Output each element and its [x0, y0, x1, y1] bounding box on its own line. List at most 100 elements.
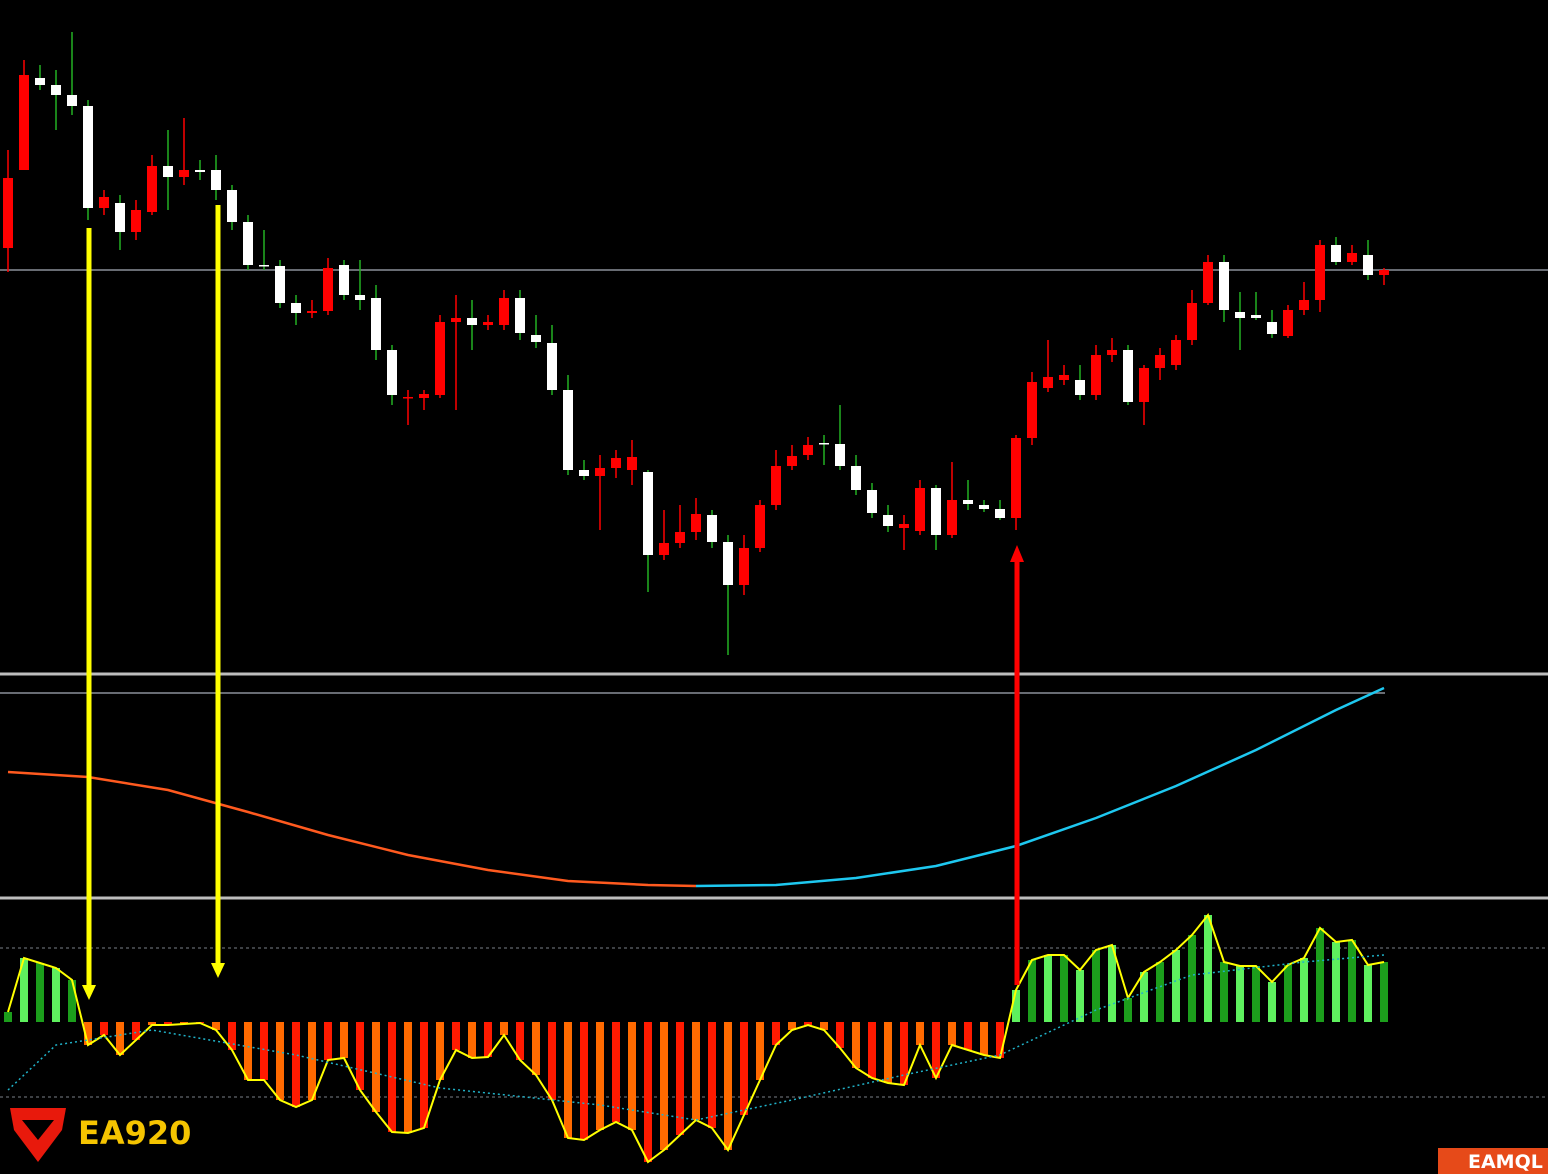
candle-body: [1027, 382, 1037, 438]
candle-body: [803, 445, 813, 455]
candle-body: [723, 542, 733, 585]
histogram-bar: [1268, 982, 1276, 1022]
candle-body: [323, 268, 333, 311]
histogram-bar: [516, 1022, 524, 1060]
histogram-bar: [324, 1022, 332, 1060]
candle-body: [739, 548, 749, 585]
histogram-bar: [676, 1022, 684, 1135]
histogram-bar: [84, 1022, 92, 1045]
candle-body: [531, 335, 541, 342]
histogram-bar: [564, 1022, 572, 1138]
candle-body: [1107, 350, 1117, 355]
histogram-bar: [820, 1022, 828, 1030]
histogram-bar: [1236, 966, 1244, 1022]
histogram-bar: [772, 1022, 780, 1045]
logo-icon-inner: [22, 1120, 54, 1140]
candle-body: [979, 505, 989, 509]
histogram-bar: [948, 1022, 956, 1045]
histogram-bar: [1012, 990, 1020, 1022]
candle-body: [755, 505, 765, 548]
candle-body: [963, 500, 973, 504]
candle-body: [1363, 255, 1373, 275]
arrow-head: [211, 963, 225, 978]
histogram-bar: [404, 1022, 412, 1133]
histogram-bar: [68, 980, 76, 1022]
histogram-bar: [580, 1022, 588, 1140]
histogram-bar: [804, 1022, 812, 1025]
candle-body: [131, 210, 141, 232]
histogram-bar: [212, 1022, 220, 1030]
histogram-bar: [756, 1022, 764, 1080]
candle-body: [1091, 355, 1101, 395]
histogram-bar: [1172, 950, 1180, 1022]
histogram-bar: [1108, 945, 1116, 1022]
candle-body: [595, 468, 605, 476]
histogram-bar: [1332, 942, 1340, 1022]
histogram-bar: [1220, 962, 1228, 1022]
candle-body: [1139, 368, 1149, 402]
plot-layer: [0, 32, 1548, 1164]
candle-body: [83, 106, 93, 208]
candle-body: [915, 488, 925, 531]
candle-body: [419, 394, 429, 398]
histogram-bar: [964, 1022, 972, 1050]
candle-body: [563, 390, 573, 470]
histogram-bar: [532, 1022, 540, 1075]
candle-body: [1283, 310, 1293, 336]
signal-line: [7, 954, 1385, 1121]
candle-body: [435, 322, 445, 395]
histogram-bar: [340, 1022, 348, 1058]
histogram-bar: [692, 1022, 700, 1120]
indicator-line: [695, 686, 1385, 888]
histogram-bar: [1348, 940, 1356, 1022]
candle-body: [371, 298, 381, 350]
histogram-bar: [612, 1022, 620, 1122]
candle-body: [483, 322, 493, 325]
candle-body: [1059, 375, 1069, 380]
histogram-bar: [1380, 962, 1388, 1022]
histogram-bar: [1252, 966, 1260, 1022]
histogram-bar: [660, 1022, 668, 1150]
candle-body: [1315, 245, 1325, 300]
candle-body: [835, 444, 845, 466]
candle-body: [1187, 303, 1197, 340]
candle-body: [947, 500, 957, 535]
candle-body: [1203, 262, 1213, 303]
histogram-bar: [1060, 955, 1068, 1022]
histogram-bar: [548, 1022, 556, 1100]
candle-body: [387, 350, 397, 395]
histogram-bar: [996, 1022, 1004, 1058]
watermark: EAMQL: [1438, 1148, 1548, 1174]
histogram-bar: [356, 1022, 364, 1090]
histogram-bar: [20, 958, 28, 1022]
histogram-bar: [868, 1022, 876, 1078]
histogram-bar: [1028, 960, 1036, 1022]
candle-body: [227, 190, 237, 222]
histogram-bar: [884, 1022, 892, 1083]
histogram-bar: [628, 1022, 636, 1130]
candle-body: [179, 170, 189, 177]
candle-body: [1075, 380, 1085, 395]
histogram-bar: [388, 1022, 396, 1132]
candle-body: [451, 318, 461, 322]
annotation-arrows: [82, 205, 1024, 1000]
candle-body: [35, 78, 45, 85]
candle-body: [515, 298, 525, 333]
histogram-bar: [100, 1022, 108, 1035]
candle-body: [1171, 340, 1181, 365]
histogram-bar: [132, 1022, 140, 1040]
candle-body: [275, 266, 285, 303]
histogram-bar: [916, 1022, 924, 1045]
histogram-bar: [708, 1022, 716, 1128]
histogram-bar: [644, 1022, 652, 1162]
candle-body: [1299, 300, 1309, 310]
candle-body: [675, 532, 685, 543]
histogram-bar: [724, 1022, 732, 1150]
indicator-line: [7, 770, 697, 888]
candle-body: [1251, 315, 1261, 318]
candle-body: [1267, 322, 1277, 334]
candle-body: [211, 170, 221, 190]
watermark-box: [1438, 1148, 1548, 1174]
